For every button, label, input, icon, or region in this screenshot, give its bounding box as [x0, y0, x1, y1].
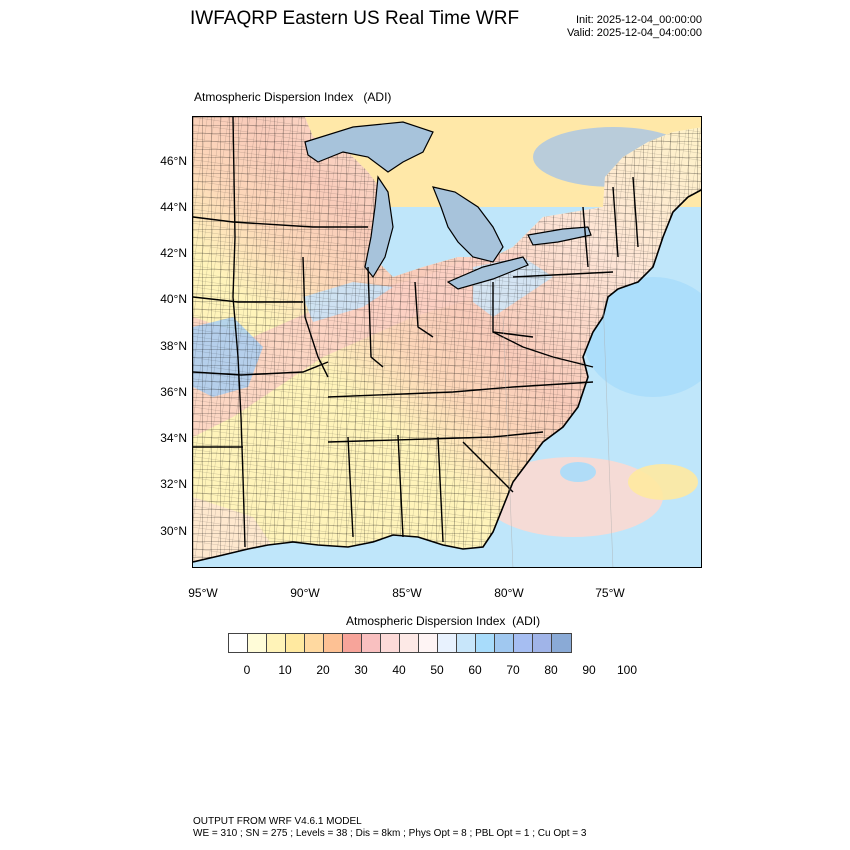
legend-color-box	[248, 634, 267, 652]
legend-color-box	[286, 634, 305, 652]
lake-erie	[446, 256, 529, 290]
init-time: Init: 2025-12-04_00:00:00	[576, 14, 702, 26]
legend-color-box	[324, 634, 343, 652]
legend-color-box	[400, 634, 419, 652]
legend-tick-label: 20	[316, 663, 330, 677]
legend-color-box	[229, 634, 248, 652]
state-borders	[193, 117, 639, 548]
legend-tick-label: 40	[392, 663, 406, 677]
lat-label-30n: 30°N	[160, 524, 187, 538]
lon-label-90w: 90°W	[290, 586, 320, 600]
lat-label-32n: 32°N	[160, 477, 187, 491]
legend-color-box	[476, 634, 495, 652]
lat-label-46n: 46°N	[160, 154, 187, 168]
legend-color-box	[267, 634, 286, 652]
ocean-yellow-region	[628, 464, 698, 500]
legend-color-box	[419, 634, 438, 652]
legend-color-box	[495, 634, 514, 652]
map-panel	[192, 116, 702, 568]
coastline	[193, 189, 701, 563]
legend-tick-label: 100	[616, 663, 638, 677]
footer-model-version: OUTPUT FROM WRF V4.6.1 MODEL	[193, 816, 362, 827]
run-info: Init: 2025-12-04_00:00:00 Valid: 2025-12…	[567, 14, 702, 40]
lat-label-38n: 38°N	[160, 339, 187, 353]
legend-color-box	[362, 634, 381, 652]
lat-label-44n: 44°N	[160, 200, 187, 214]
legend-tick-label: 70	[506, 663, 520, 677]
legend-tick-label: 30	[354, 663, 368, 677]
legend-color-box	[305, 634, 324, 652]
lon-label-75w: 75°W	[595, 586, 625, 600]
legend-color-box	[457, 634, 476, 652]
ocean-blue-spot	[560, 462, 596, 482]
legend-color-box	[438, 634, 457, 652]
lake-superior	[304, 121, 434, 173]
legend-color-box	[552, 634, 571, 652]
lat-label-40n: 40°N	[160, 292, 187, 306]
plot-title: Atmospheric Dispersion Index (ADI)	[194, 90, 392, 104]
legend-color-box	[533, 634, 552, 652]
legend-tick-label: 10	[278, 663, 292, 677]
legend-tick-label: 0	[243, 663, 251, 677]
lat-label-36n: 36°N	[160, 385, 187, 399]
graticule	[502, 296, 614, 567]
valid-time: Valid: 2025-12-04_04:00:00	[567, 27, 702, 39]
legend-color-box	[381, 634, 400, 652]
legend-color-box	[514, 634, 533, 652]
legend-tick-label: 90	[582, 663, 596, 677]
footer-model-config: WE = 310 ; SN = 275 ; Levels = 38 ; Dis …	[193, 828, 587, 839]
legend-color-box	[343, 634, 362, 652]
legend-colorbar	[228, 633, 572, 653]
lon-label-80w: 80°W	[494, 586, 524, 600]
ocean-low-adi-region	[583, 277, 701, 397]
main-title: IWFAQRP Eastern US Real Time WRF	[190, 8, 520, 29]
legend-tick-label: 60	[468, 663, 482, 677]
legend-title: Atmospheric Dispersion Index (ADI)	[346, 614, 541, 628]
lat-label-34n: 34°N	[160, 431, 187, 445]
legend-tick-label: 50	[430, 663, 444, 677]
lon-label-85w: 85°W	[392, 586, 422, 600]
legend-tick-label: 80	[544, 663, 558, 677]
adi-map	[193, 117, 701, 567]
lat-label-42n: 42°N	[160, 246, 187, 260]
lake-huron	[432, 186, 504, 263]
lake-ontario	[527, 226, 592, 246]
lake-michigan	[364, 175, 394, 279]
model-footer: OUTPUT FROM WRF V4.6.1 MODEL WE = 310 ; …	[193, 816, 586, 840]
lon-label-95w: 95°W	[188, 586, 218, 600]
ocean-high-adi-region	[483, 457, 663, 537]
